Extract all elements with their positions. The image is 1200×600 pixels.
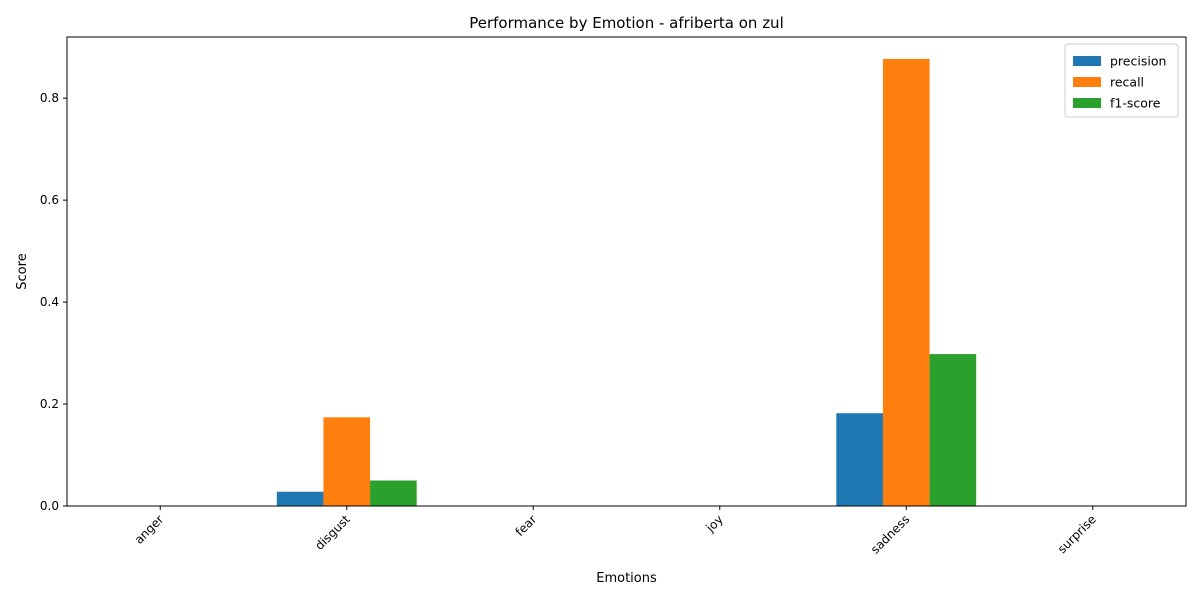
legend-label-recall: recall: [1110, 75, 1144, 90]
x-tick-label-fear: fear: [513, 512, 540, 539]
y-tick-label: 0.0: [40, 499, 59, 513]
x-tick-label-sadness: sadness: [868, 512, 912, 556]
legend-swatch-f1-score: [1073, 98, 1101, 108]
y-tick-label: 0.8: [40, 91, 59, 105]
bar-precision-disgust: [276, 491, 324, 506]
x-tick-label-anger: anger: [132, 512, 167, 547]
legend: precision recall f1-score: [1064, 43, 1179, 118]
x-tick-label-disgust: disgust: [312, 512, 353, 553]
y-axis-ticks: 0.0 0.2 0.4 0.6 0.8: [40, 91, 67, 513]
y-axis-label: Score: [15, 253, 30, 289]
bar-recall-sadness: [882, 58, 930, 506]
x-axis-label: Emotions: [596, 571, 657, 586]
y-tick-label: 0.4: [40, 295, 59, 309]
legend-label-precision: precision: [1110, 54, 1166, 69]
x-tick-label-joy: joy: [703, 512, 726, 535]
bar-recall-disgust: [323, 417, 371, 506]
bars-group: [276, 58, 977, 506]
x-axis-ticks: anger disgust fear joy sadness surprise: [132, 506, 1099, 557]
x-tick-label-surprise: surprise: [1055, 512, 1099, 556]
y-tick-label: 0.6: [40, 193, 59, 207]
legend-label-f1-score: f1-score: [1110, 96, 1161, 111]
bar-f1-score-disgust: [370, 480, 417, 506]
bar-f1-score-sadness: [929, 354, 977, 506]
legend-swatch-recall: [1073, 77, 1101, 87]
plot-frame: [66, 36, 1187, 507]
bar-precision-sadness: [836, 413, 883, 506]
y-tick-label: 0.2: [40, 397, 59, 411]
legend-swatch-precision: [1073, 56, 1101, 66]
chart-title: Performance by Emotion - afriberta on zu…: [469, 14, 784, 32]
